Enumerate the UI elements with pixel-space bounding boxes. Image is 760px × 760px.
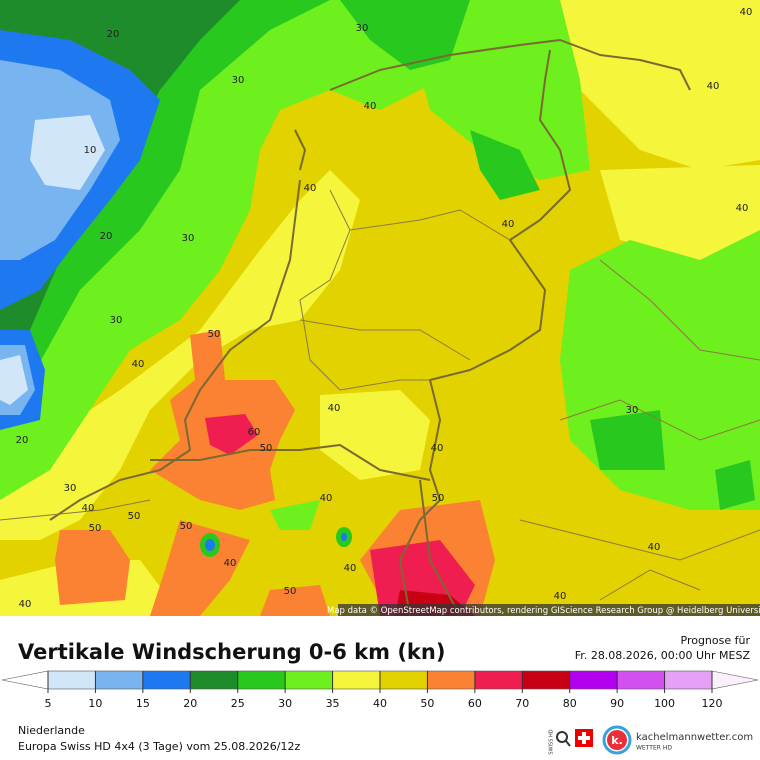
- color-bar-label: 50: [420, 697, 434, 710]
- contour-label: 40: [344, 563, 357, 574]
- contour-label: 40: [502, 219, 515, 230]
- contour-label: 40: [19, 599, 32, 610]
- color-bar-label: 35: [326, 697, 340, 710]
- search-icon: [556, 731, 568, 743]
- contour-label: 30: [232, 75, 245, 86]
- color-bar-label: 40: [373, 697, 387, 710]
- color-bar-label: 30: [278, 697, 292, 710]
- swiss-label: SWISS HD: [549, 729, 555, 754]
- contour-label: 10: [84, 145, 97, 156]
- color-bar-label: 15: [136, 697, 150, 710]
- contour-label: 30: [110, 315, 123, 326]
- color-bar-over: [711, 670, 759, 690]
- contour-label: 50: [180, 521, 193, 532]
- color-bar: 5 10 15 20 25 30 35 40 50 60 70 80 90 100 120: [1, 670, 759, 710]
- color-bar-label: 80: [563, 697, 577, 710]
- color-bar-segment: [380, 671, 428, 689]
- color-bar-label: 100: [654, 697, 675, 710]
- contour-label: 40: [364, 101, 377, 112]
- contour-label: 40: [740, 7, 753, 18]
- swiss-cross: [578, 732, 590, 744]
- color-bar-segment: [285, 671, 333, 689]
- forecast-time: Fr. 28.08.2026, 00:00 Uhr MESZ: [575, 649, 751, 662]
- color-bar-segment: [48, 671, 96, 689]
- color-bar-segment: [427, 671, 475, 689]
- contour-label: 20: [107, 29, 120, 40]
- brand: kachelmannwetter.com: [636, 732, 753, 743]
- color-bar-label: 10: [88, 697, 102, 710]
- contour-label: 40: [224, 558, 237, 569]
- brand-logo: [607, 730, 627, 750]
- contour-label: 50: [284, 586, 297, 597]
- contour-label: 20: [100, 231, 113, 242]
- contour-label: 40: [736, 203, 749, 214]
- contour-label: 40: [707, 81, 720, 92]
- color-bar-segment: [237, 671, 286, 689]
- contour-label: 40: [82, 503, 95, 514]
- search-icon: [565, 740, 571, 747]
- color-bar-label: 70: [515, 697, 529, 710]
- color-bar-label: 5: [45, 697, 52, 710]
- contour-label: 20: [16, 435, 29, 446]
- attribution: Map data © OpenStreetMap contributors, r…: [327, 606, 760, 616]
- color-bar-segment: [522, 671, 570, 689]
- contour-label: 50: [208, 329, 221, 340]
- color-bar-segment: [190, 671, 238, 689]
- color-bar-under: [1, 670, 49, 690]
- contour-label: 40: [132, 359, 145, 370]
- contour-label: 30: [64, 483, 77, 494]
- contour-label: 40: [304, 183, 317, 194]
- color-bar-label: 25: [231, 697, 245, 710]
- color-bar-segment: [569, 671, 618, 689]
- contour-label: 30: [626, 405, 639, 416]
- color-bar-segment: [474, 671, 523, 689]
- contour-label: 50: [89, 523, 102, 534]
- contour-label: 50: [128, 511, 141, 522]
- contour-label: 30: [356, 23, 369, 34]
- contour-label: 60: [248, 427, 261, 438]
- color-bar-label: 60: [468, 697, 482, 710]
- color-bar-segment: [664, 671, 712, 689]
- color-bar-label: 20: [183, 697, 197, 710]
- contour-label: 50: [260, 443, 273, 454]
- contour-label: 50: [432, 493, 445, 504]
- forecast-label: Prognose für: [681, 634, 751, 647]
- contour-label: 30: [182, 233, 195, 244]
- weather-map: Map data © OpenStreetMap contributors, r…: [0, 0, 760, 617]
- color-bar-segment: [142, 671, 191, 689]
- color-bar-segment: [332, 671, 380, 689]
- model-run: Europa Swiss HD 4x4 (3 Tage) vom 25.08.2…: [18, 740, 300, 753]
- color-bar-label: 90: [610, 697, 624, 710]
- color-bar-label: 120: [702, 697, 723, 710]
- color-bar-segment: [95, 671, 143, 689]
- color-bar-segment: [617, 671, 665, 689]
- contour-label: 40: [648, 542, 661, 553]
- legend-title: Vertikale Windscherung 0-6 km (kn): [18, 640, 445, 664]
- region: Niederlande: [18, 724, 85, 737]
- contour-label: 40: [554, 591, 567, 602]
- logo-letter: k.: [611, 734, 623, 747]
- contour-label: 40: [431, 443, 444, 454]
- contour-label: 40: [328, 403, 341, 414]
- contour-label: 40: [320, 493, 333, 504]
- brand-sub: WETTER HD: [636, 745, 672, 752]
